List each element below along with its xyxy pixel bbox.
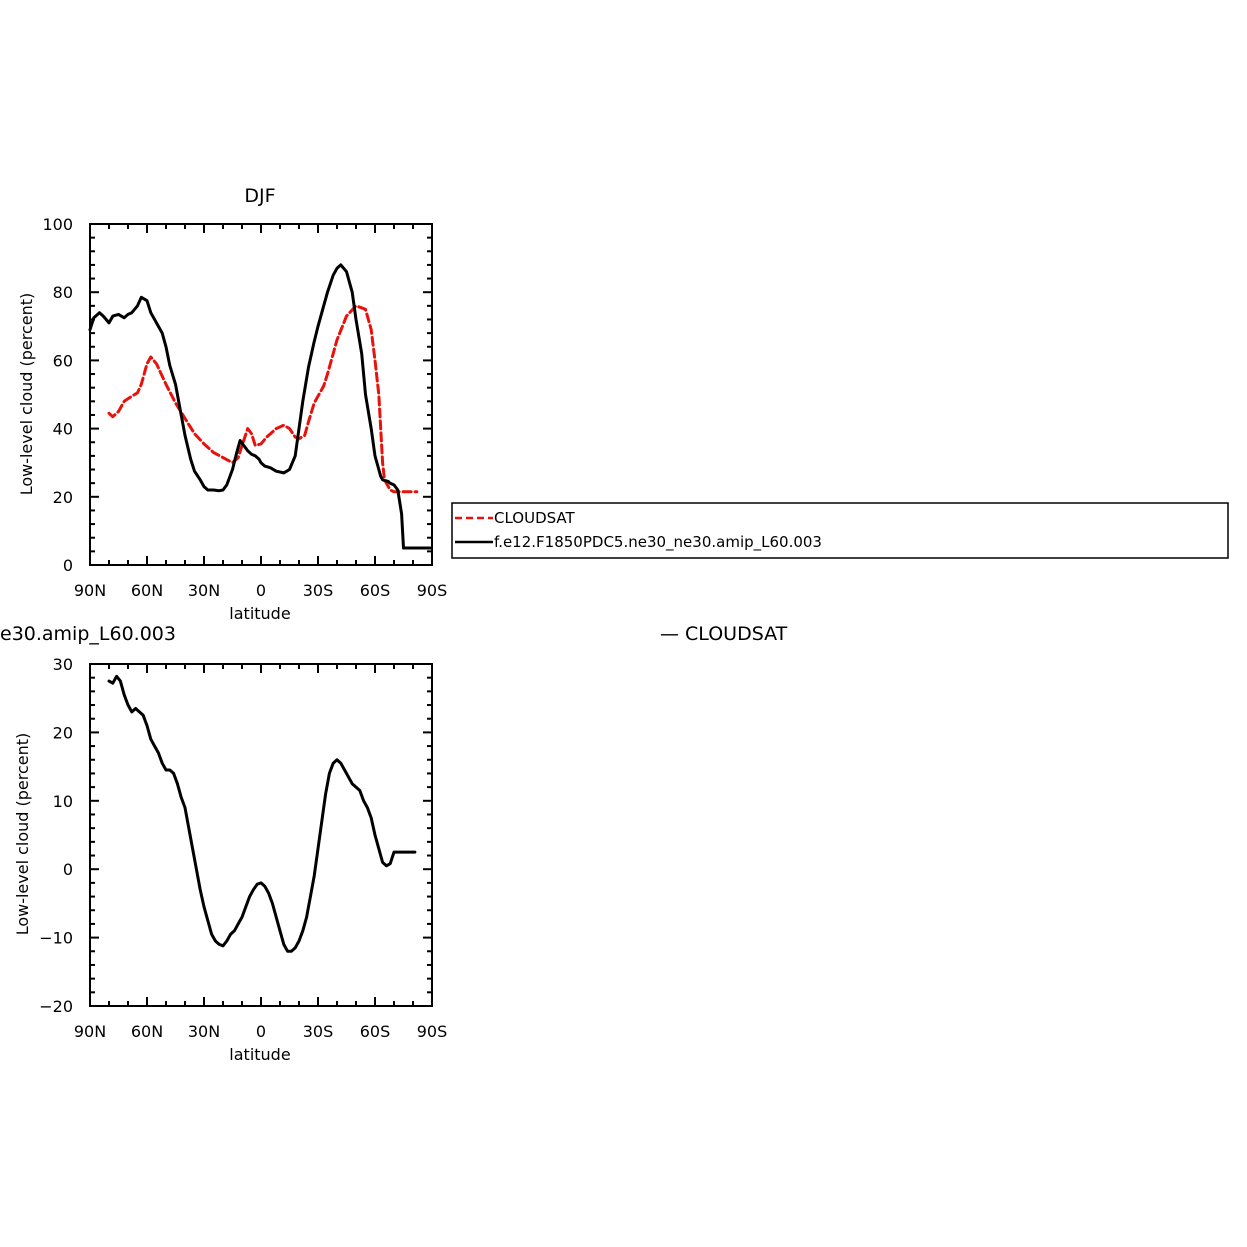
top-x-tick-label: 30S (303, 581, 334, 600)
top-y-tick-label: 0 (63, 556, 73, 575)
bottom-x-tick-label: 90S (417, 1022, 448, 1041)
top-x-tick-label: 0 (256, 581, 266, 600)
top-plot-frame (89, 223, 433, 566)
top-y-tick-label: 20 (53, 488, 73, 507)
bottom-x-tick-label: 90N (74, 1022, 106, 1041)
bottom-y-tick-label: 10 (53, 792, 73, 811)
bottom-y-tick-label: −10 (39, 929, 73, 948)
bottom-y-tick-label: 0 (63, 860, 73, 879)
top-series-line-0 (107, 304, 419, 494)
legend-label-cloudsat: CLOUDSAT (494, 509, 576, 527)
bottom-x-tick-label: 60N (131, 1022, 163, 1041)
top-panel: DJF 90N 60N 30N 0 30S 60S 90S 0 20 40 60 80 100 lati… (17, 185, 447, 623)
bottom-y-tick-label: −20 (39, 997, 73, 1016)
bottom-x-tick-label: 30S (303, 1022, 334, 1041)
bottom-x-tick-label: 30N (188, 1022, 220, 1041)
legend-label-model: f.e12.F1850PDC5.ne30_ne30.amip_L60.003 (494, 533, 822, 552)
legend: CLOUDSAT f.e12.F1850PDC5.ne30_ne30.amip_… (451, 502, 1229, 559)
top-plot-area: 90N 60N 30N 0 30S 60S 90S 0 20 40 60 80 100 (42, 215, 447, 600)
top-x-tick-label: 60N (131, 581, 163, 600)
top-x-tick-label: 90S (417, 581, 448, 600)
legend-box (451, 502, 1229, 559)
bottom-series-line-0 (107, 674, 417, 953)
top-y-tick-label: 40 (53, 420, 73, 439)
top-chart-title: DJF (244, 185, 275, 207)
bottom-panel: e30.amip_L60.003 — CLOUDSAT 90N 60N 30N 0 30… (0, 623, 788, 1064)
bottom-y-tick-label: 30 (53, 655, 73, 674)
bottom-y-tick-label: 20 (53, 723, 73, 742)
top-y-axis-label: Low-level cloud (percent) (17, 293, 36, 496)
bottom-x-tick-label: 60S (360, 1022, 391, 1041)
bottom-x-axis-label: latitude (229, 1045, 290, 1064)
bottom-chart-title-right: — CLOUDSAT (660, 623, 788, 645)
bottom-y-axis-label: Low-level cloud (percent) (13, 733, 32, 936)
top-x-tick-label: 60S (360, 581, 391, 600)
top-y-tick-label: 60 (53, 351, 73, 370)
top-y-tick-label: 100 (42, 215, 73, 234)
top-series-line-1 (88, 263, 432, 550)
top-y-tick-label: 80 (53, 283, 73, 302)
bottom-plot-area: 90N 60N 30N 0 30S 60S 90S −20 −10 0 10 20 30 (39, 655, 447, 1041)
bottom-x-tick-label: 0 (256, 1022, 266, 1041)
top-x-tick-label: 90N (74, 581, 106, 600)
bottom-chart-title-left: e30.amip_L60.003 (0, 623, 176, 645)
top-x-axis-label: latitude (229, 604, 290, 623)
top-x-tick-label: 30N (188, 581, 220, 600)
